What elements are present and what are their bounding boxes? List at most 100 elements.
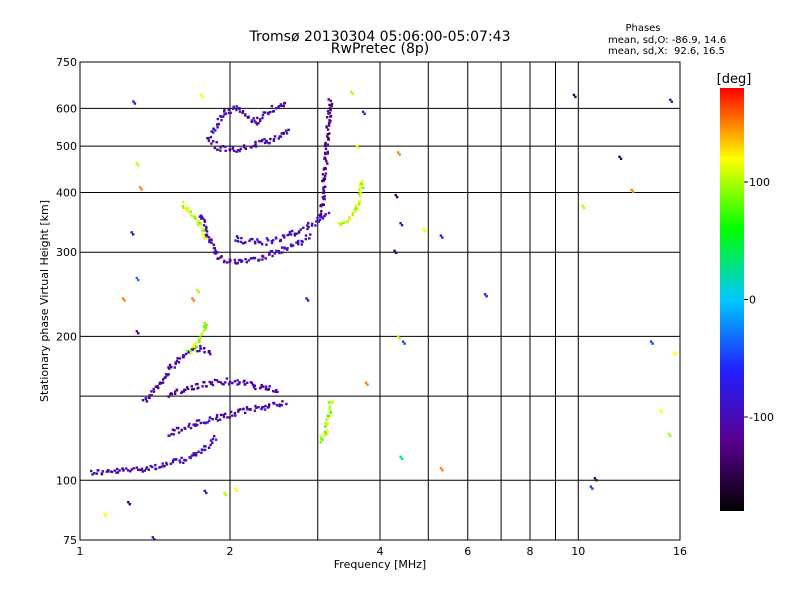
scatter-point: [659, 409, 662, 412]
trace-point: [222, 115, 225, 118]
trace-point: [215, 413, 219, 417]
trace-point: [327, 136, 330, 140]
trace-point: [241, 407, 245, 411]
scatter-point: [349, 90, 353, 93]
trace-point: [210, 381, 214, 384]
x-tick-label: 16: [673, 545, 687, 558]
trace-point: [260, 383, 263, 387]
trace-point: [164, 376, 167, 379]
trace-point: [223, 110, 226, 113]
scatter-point: [305, 297, 308, 300]
trace-point: [187, 351, 190, 354]
trace-point: [289, 243, 293, 246]
trace-point: [137, 468, 140, 472]
trace-point: [353, 208, 356, 211]
trace-point: [274, 390, 277, 393]
trace-point: [206, 137, 209, 140]
trace-point: [204, 237, 208, 240]
scatter-point: [619, 157, 623, 160]
scatter-point: [441, 469, 444, 472]
trace-point: [282, 132, 285, 135]
trace-point: [240, 236, 243, 240]
scatter-point: [595, 479, 598, 482]
trace-point: [270, 250, 274, 253]
scatter-point: [135, 162, 138, 165]
scatter-point: [581, 204, 584, 208]
trace-point: [323, 195, 326, 198]
trace-point: [328, 414, 331, 418]
trace-point: [244, 147, 247, 150]
trace-point: [129, 470, 132, 473]
trace-point: [203, 219, 206, 222]
scatter-point: [127, 501, 130, 504]
trace-point: [140, 467, 144, 470]
trace-point: [206, 421, 209, 424]
trace-point: [195, 454, 198, 457]
trace-point: [264, 404, 267, 408]
trace-point: [260, 386, 263, 389]
trace-point: [167, 373, 170, 376]
trace-point: [192, 452, 195, 455]
trace-point: [197, 450, 200, 453]
trace-point: [280, 104, 283, 107]
trace-point: [251, 237, 254, 241]
trace-point: [273, 402, 276, 405]
trace-point: [272, 110, 275, 113]
trace-point: [228, 260, 231, 264]
colorbar-tick-label: 100: [749, 176, 770, 189]
trace-point: [327, 124, 331, 127]
trace-point: [154, 463, 157, 467]
trace-point: [118, 469, 121, 472]
scatter-point: [424, 230, 427, 233]
scatter-point: [398, 337, 401, 340]
trace-point: [325, 160, 328, 163]
trace-point: [237, 259, 241, 262]
trace-point: [242, 144, 246, 147]
trace-point: [228, 383, 231, 386]
trace-point: [194, 217, 197, 220]
scatter-point: [670, 100, 673, 103]
trace-point: [328, 405, 331, 408]
trace-point: [207, 446, 211, 449]
trace-point: [250, 381, 254, 385]
trace-point: [231, 147, 234, 151]
trace-point: [147, 468, 150, 471]
trace-point: [325, 125, 328, 128]
trace-point: [182, 200, 185, 204]
trace-point: [265, 237, 269, 240]
scatter-point: [235, 489, 238, 492]
trace-point: [328, 408, 332, 411]
trace-point: [258, 139, 261, 143]
trace-point: [212, 131, 215, 134]
trace-point: [213, 378, 217, 382]
trace-point: [197, 219, 200, 223]
trace-point: [185, 209, 188, 212]
scatter-point: [132, 100, 135, 103]
trace-point: [270, 104, 274, 108]
scatter-point: [394, 193, 397, 197]
trace-point: [203, 237, 206, 240]
trace-point: [260, 243, 264, 246]
trace-point: [320, 204, 323, 208]
trace-point: [255, 406, 258, 409]
trace-point: [269, 137, 272, 141]
trace-point: [289, 233, 293, 236]
trace-point: [308, 237, 311, 240]
trace-point: [227, 108, 230, 111]
scatter-point: [485, 295, 488, 298]
trace-point: [203, 325, 206, 328]
trace-point: [324, 213, 327, 216]
trace-point: [225, 377, 229, 380]
trace-point: [304, 234, 308, 237]
trace-point: [324, 425, 327, 428]
trace-point: [177, 426, 180, 430]
trace-point: [141, 470, 144, 473]
trace-point: [187, 210, 190, 213]
trace-point: [125, 467, 128, 470]
trace-point: [158, 382, 161, 385]
scatter-point: [398, 153, 401, 156]
trace-point: [197, 223, 200, 227]
trace-point: [237, 410, 240, 413]
trace-point: [326, 135, 329, 138]
